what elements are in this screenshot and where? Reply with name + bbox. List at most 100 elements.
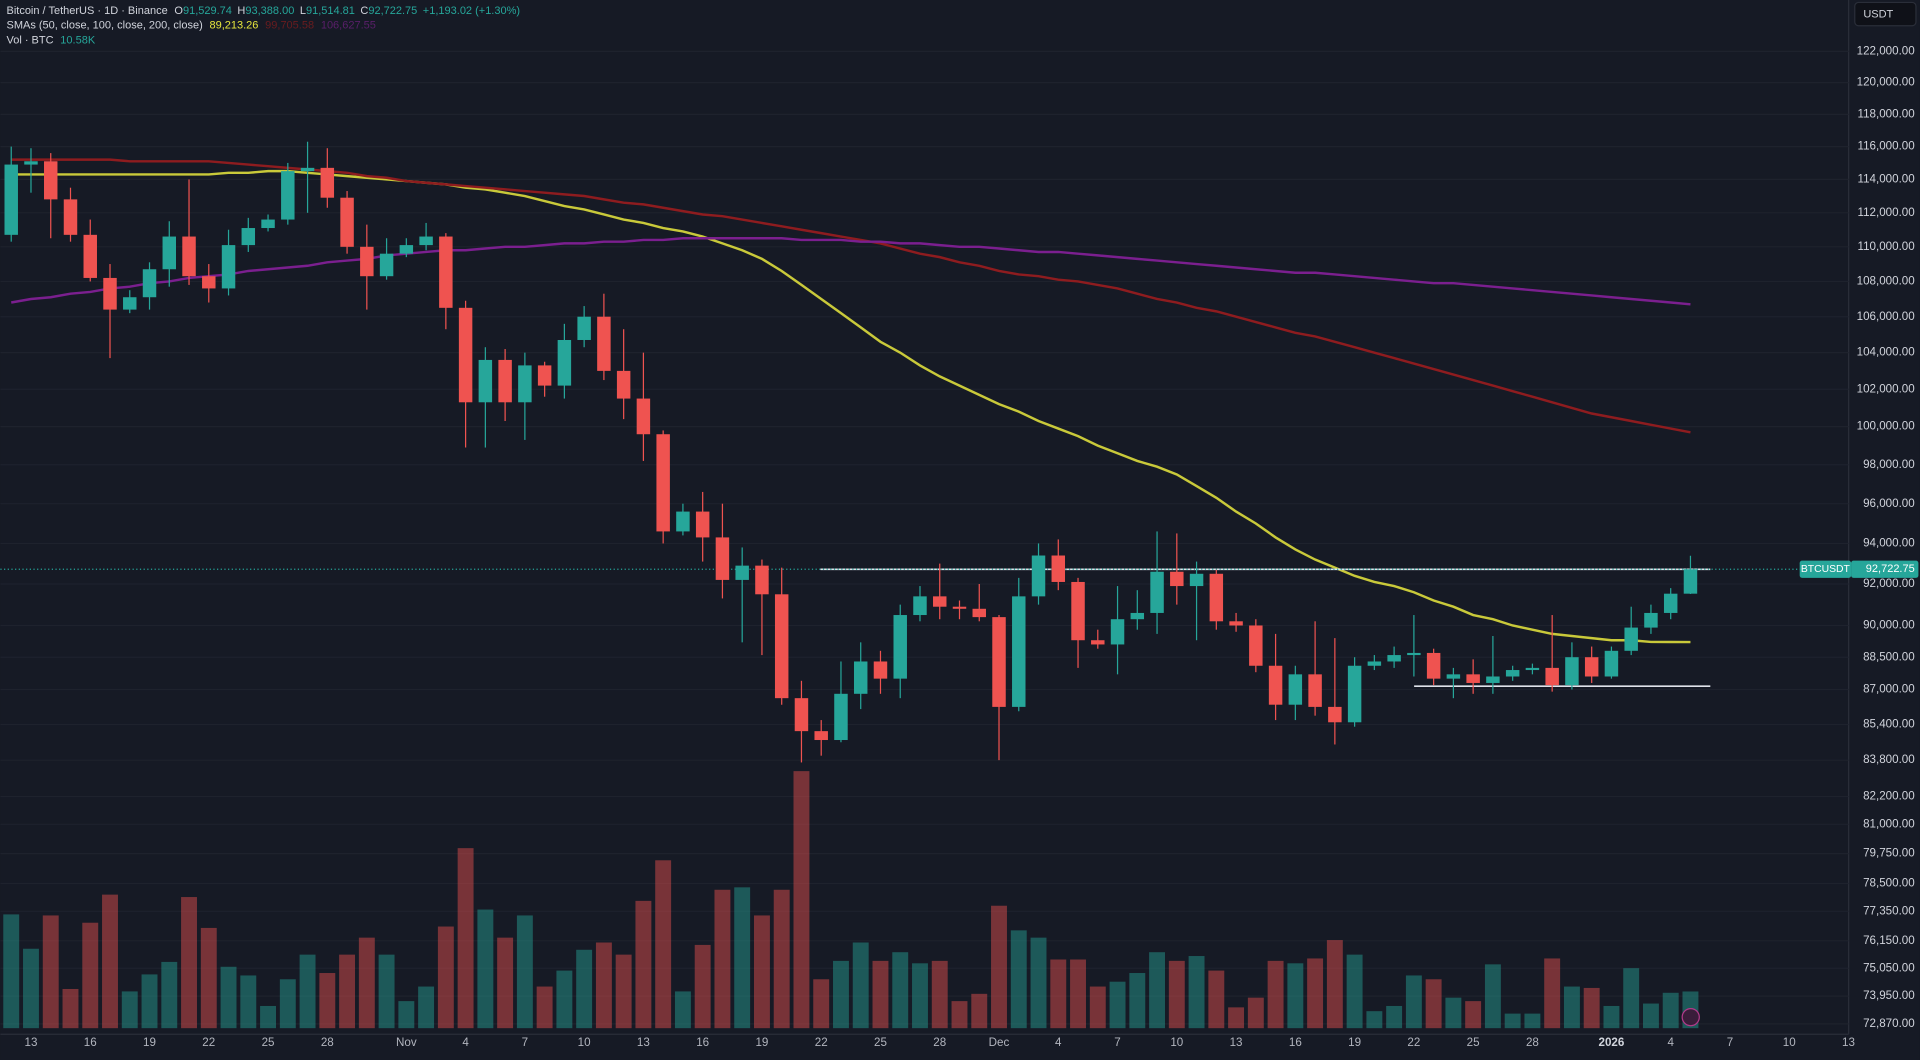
- candle-body: [893, 615, 907, 679]
- volume-bar: [1544, 958, 1561, 1029]
- candle-body: [1071, 581, 1085, 641]
- volume-bar: [42, 915, 59, 1029]
- candle-body: [1249, 625, 1263, 666]
- candle-body: [1308, 674, 1322, 707]
- candle-body: [123, 297, 137, 310]
- volume-bar: [1208, 970, 1225, 1029]
- candle-body: [320, 167, 335, 198]
- volume-bar: [655, 860, 672, 1029]
- volume-bar: [1188, 956, 1205, 1029]
- candle-body: [1051, 555, 1066, 582]
- volume-bar: [971, 993, 988, 1029]
- candle-body: [676, 511, 690, 532]
- candle-body: [300, 167, 315, 172]
- y-tick-label: 83,800.00: [1863, 753, 1915, 766]
- candle-body: [44, 161, 58, 200]
- replay-icon[interactable]: [1681, 1007, 1700, 1027]
- sma-value: 99,705.58: [265, 20, 314, 32]
- volume-bar: [1623, 968, 1640, 1029]
- ohlc-value: 91,514.81: [306, 5, 355, 17]
- y-tick-label: 87,000.00: [1863, 683, 1915, 696]
- y-tick-label: 79,750.00: [1863, 847, 1915, 860]
- volume-bar: [813, 979, 830, 1029]
- volume-bar: [1010, 930, 1027, 1029]
- volume-bar: [1326, 940, 1343, 1029]
- candle-body: [557, 339, 572, 386]
- sma-line: [11, 158, 1691, 434]
- y-tick-label: 114,000.00: [1857, 172, 1914, 185]
- candle-body: [597, 316, 611, 371]
- y-tick-label: 118,000.00: [1857, 107, 1914, 120]
- candle-body: [873, 661, 888, 679]
- y-tick-label: 92,000.00: [1863, 577, 1915, 590]
- candle-body: [933, 596, 947, 607]
- candle-body: [1229, 621, 1243, 626]
- sma-label: SMAs (50, close, 100, close, 200, close): [6, 20, 202, 32]
- candle-body: [142, 269, 157, 298]
- tag-symbol: BTCUSDT: [1801, 564, 1851, 575]
- candle-body: [1189, 573, 1204, 587]
- candle-body: [162, 236, 177, 270]
- x-tick-label: 10: [578, 1036, 591, 1049]
- y-tick-label: 108,000.00: [1857, 274, 1915, 287]
- y-tick-label: 72,870.00: [1863, 1017, 1915, 1030]
- candle-body: [24, 161, 38, 165]
- y-tick-label: 110,000.00: [1857, 240, 1914, 253]
- candle-body: [379, 253, 394, 277]
- candle-body: [1545, 667, 1559, 686]
- candle-body: [735, 565, 749, 580]
- candle-body: [399, 245, 414, 254]
- ohlc-label: O: [174, 5, 183, 17]
- volume-bar: [339, 954, 356, 1029]
- candle-body: [202, 276, 216, 289]
- x-tick-label: 22: [1407, 1036, 1420, 1049]
- volume-bar: [1504, 1013, 1521, 1029]
- volume-bar: [793, 771, 810, 1029]
- symbol: Bitcoin / TetherUS · 1D · Binance: [6, 5, 167, 17]
- y-tick-label: 106,000.00: [1857, 310, 1915, 323]
- y-tick-label: 88,500.00: [1863, 650, 1915, 663]
- volume-bar: [1662, 992, 1679, 1029]
- x-tick-label: 16: [84, 1036, 97, 1049]
- volume-bar: [1030, 937, 1047, 1029]
- x-tick-label: 7: [522, 1036, 528, 1049]
- candle-body: [616, 370, 631, 399]
- candle-body: [1466, 674, 1480, 683]
- candle-body: [340, 197, 354, 247]
- volume-bar: [1247, 997, 1264, 1029]
- y-tick-label: 76,150.00: [1863, 934, 1915, 947]
- volume-bar: [497, 937, 514, 1029]
- candle-body: [537, 365, 552, 386]
- x-tick-label: 10: [1170, 1036, 1183, 1049]
- x-tick-label: 16: [1289, 1036, 1302, 1049]
- volume-bar: [1129, 973, 1146, 1029]
- candle-body: [83, 234, 97, 278]
- tag-value-box: [1851, 560, 1919, 578]
- volume-bar: [734, 887, 751, 1029]
- volume-bar: [1603, 1005, 1620, 1029]
- x-tick-label: Dec: [989, 1036, 1010, 1049]
- volume-bar: [1583, 987, 1600, 1029]
- candle-body: [577, 316, 591, 340]
- currency-button[interactable]: [1854, 1, 1917, 27]
- volume-bar: [595, 942, 612, 1029]
- y-tick-label: 85,400.00: [1863, 718, 1915, 731]
- candle-body: [755, 565, 769, 595]
- volume-bar: [1484, 964, 1501, 1029]
- ohlc-value: 93,388.00: [245, 5, 294, 17]
- candle-body: [1565, 657, 1579, 686]
- volume-bar: [536, 986, 553, 1029]
- volume-bar: [694, 944, 711, 1029]
- candle-body: [952, 606, 967, 609]
- volume-legend: Vol · BTC 10.58K: [6, 34, 95, 46]
- x-tick-label: 19: [755, 1036, 768, 1049]
- sma-value: 89,213.26: [209, 20, 258, 32]
- volume-bar: [1287, 963, 1304, 1029]
- currency-label[interactable]: USDT: [1863, 9, 1893, 21]
- candle-body: [1446, 674, 1461, 679]
- x-tick-label: 25: [1467, 1036, 1480, 1049]
- candle-body: [1328, 706, 1342, 723]
- volume-bar: [1307, 958, 1324, 1029]
- candle-body: [1347, 665, 1362, 723]
